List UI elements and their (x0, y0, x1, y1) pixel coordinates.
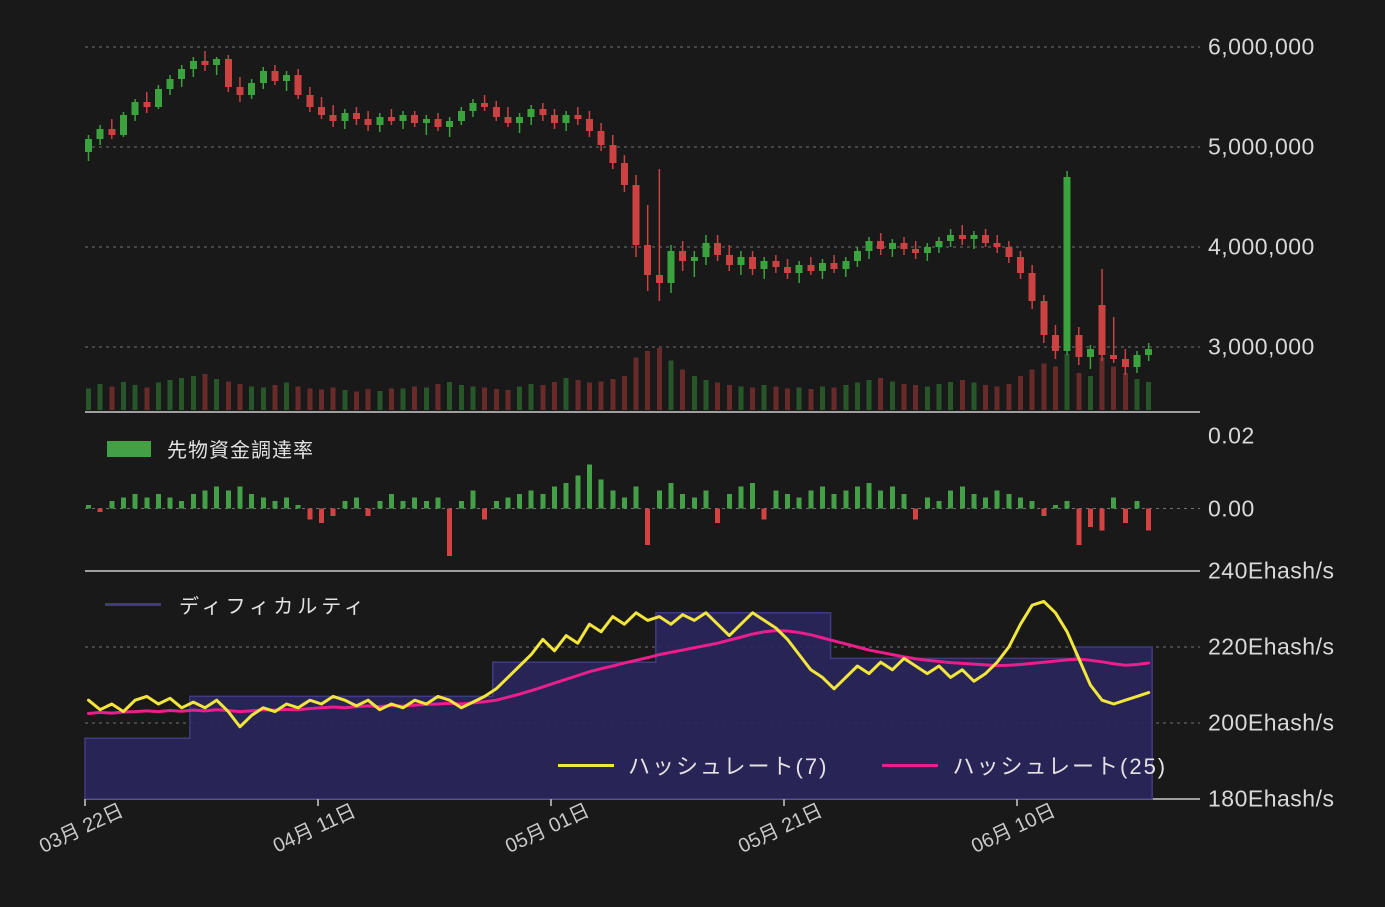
y-axis-label: 5,000,000 (1208, 133, 1315, 160)
y-axis-label: 0.00 (1208, 495, 1255, 521)
funding-legend: 先物資金調達率 (107, 434, 314, 463)
hashrate-legend: ハッシュレート(7) ハッシュレート(25) (558, 749, 1167, 781)
y-axis-label: 4,000,000 (1208, 233, 1315, 260)
difficulty-legend-label: ディフィカルティ (179, 596, 368, 618)
y-axis-label: 0.02 (1208, 422, 1255, 448)
y-axis-label: 180Ehash/s (1208, 785, 1335, 812)
funding-legend-label: 先物資金調達率 (167, 440, 314, 462)
y-axis-label: 6,000,000 (1208, 33, 1315, 60)
difficulty-legend-line-icon (105, 603, 161, 606)
hashrate7-legend-line-icon (558, 763, 614, 767)
hashrate25-legend-label: ハッシュレート(25) (952, 754, 1168, 779)
y-axis-label: 220Ehash/s (1208, 633, 1335, 660)
hashrate7-legend-label: ハッシュレート(7) (628, 754, 829, 779)
difficulty-legend: ディフィカルティ (105, 590, 368, 619)
hashrate25-legend-line-icon (882, 763, 939, 767)
y-axis-label: 240Ehash/s (1208, 557, 1335, 584)
y-axis-label: 200Ehash/s (1208, 709, 1335, 736)
y-axis-label: 3,000,000 (1208, 333, 1315, 360)
funding-legend-swatch-icon (107, 440, 151, 457)
